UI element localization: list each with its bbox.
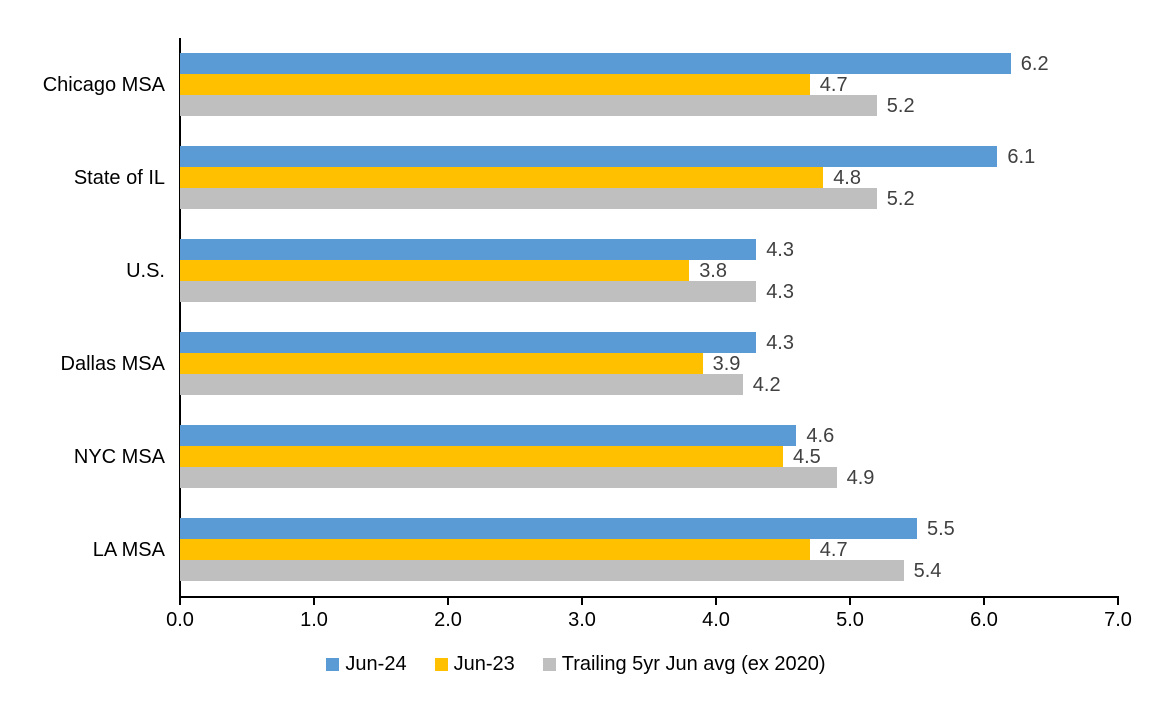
bar-trailing-5yr-jun-avg-ex-2020-dallas-msa: [180, 374, 743, 395]
value-label-trailing-5yr-jun-avg-ex-2020-la-msa: 5.4: [913, 559, 942, 582]
value-label-jun-23-u-s: 3.8: [699, 259, 727, 282]
bar-trailing-5yr-jun-avg-ex-2020-la-msa: [180, 560, 904, 581]
value-label-jun-23-state-of-il: 4.8: [833, 166, 861, 189]
value-label-jun-23-nyc-msa: 4.5: [793, 445, 821, 468]
value-label-jun-23-chicago-msa: 4.7: [819, 73, 848, 96]
x-tick-mark-3-0: [581, 598, 583, 605]
bar-jun-24-chicago-msa: [180, 53, 1011, 74]
bar-jun-24-state-of-il: [180, 146, 998, 167]
category-label-u-s: U.S.: [126, 259, 165, 282]
x-tick-label-2-0: 2.0: [434, 609, 462, 631]
x-tick-label-0-0: 0.0: [166, 609, 194, 631]
category-label-nyc-msa: NYC MSA: [73, 445, 165, 468]
x-tick-label-1-0: 1.0: [300, 609, 328, 631]
bar-jun-24-u-s: [180, 239, 757, 260]
x-axis-line: [179, 596, 1119, 598]
value-label-trailing-5yr-jun-avg-ex-2020-dallas-msa: 4.2: [752, 373, 781, 396]
legend-swatch-jun-23: [434, 657, 448, 671]
bar-jun-24-la-msa: [180, 518, 917, 539]
x-tick-label-5-0: 5.0: [836, 609, 864, 631]
value-label-trailing-5yr-jun-avg-ex-2020-u-s: 4.3: [766, 280, 794, 303]
value-label-trailing-5yr-jun-avg-ex-2020-nyc-msa: 4.9: [846, 466, 875, 489]
bar-trailing-5yr-jun-avg-ex-2020-u-s: [180, 281, 757, 302]
x-tick-label-3-0: 3.0: [568, 609, 596, 631]
legend-item-jun-23: Jun-23: [434, 652, 515, 676]
bar-jun-23-chicago-msa: [180, 74, 810, 95]
value-label-trailing-5yr-jun-avg-ex-2020-chicago-msa: 5.2: [886, 94, 915, 117]
x-tick-label-4-0: 4.0: [702, 609, 730, 631]
bar-jun-23-dallas-msa: [180, 353, 703, 374]
bar-jun-23-nyc-msa: [180, 446, 783, 467]
value-label-jun-23-dallas-msa: 3.9: [712, 352, 741, 375]
x-tick-mark-5-0: [849, 598, 851, 605]
legend-item-jun-24: Jun-24: [326, 652, 407, 676]
legend-label-jun-23: Jun-23: [453, 653, 515, 675]
x-tick-mark-7-0: [1117, 598, 1119, 605]
bar-trailing-5yr-jun-avg-ex-2020-chicago-msa: [180, 95, 877, 116]
category-label-chicago-msa: Chicago MSA: [42, 73, 165, 96]
bar-trailing-5yr-jun-avg-ex-2020-state-of-il: [180, 188, 877, 209]
bar-jun-23-state-of-il: [180, 167, 824, 188]
value-label-jun-24-dallas-msa: 4.3: [766, 331, 794, 354]
value-label-jun-24-chicago-msa: 6.2: [1020, 52, 1049, 75]
x-tick-label-7-0: 7.0: [1104, 609, 1132, 631]
bar-trailing-5yr-jun-avg-ex-2020-nyc-msa: [180, 467, 837, 488]
bar-jun-24-nyc-msa: [180, 425, 797, 446]
category-label-dallas-msa: Dallas MSA: [60, 352, 165, 375]
legend-item-trailing-5yr-jun-avg-ex-2020: Trailing 5yr Jun avg (ex 2020): [542, 652, 826, 676]
y-axis-line: [179, 38, 181, 598]
bar-jun-24-dallas-msa: [180, 332, 757, 353]
value-label-jun-23-la-msa: 4.7: [819, 538, 848, 561]
x-tick-mark-4-0: [715, 598, 717, 605]
x-tick-mark-1-0: [313, 598, 315, 605]
legend-label-trailing-5yr-jun-avg-ex-2020: Trailing 5yr Jun avg (ex 2020): [561, 653, 826, 675]
x-tick-mark-6-0: [983, 598, 985, 605]
bar-jun-23-u-s: [180, 260, 690, 281]
legend-swatch-jun-24: [326, 657, 340, 671]
value-label-jun-24-state-of-il: 6.1: [1007, 145, 1036, 168]
category-label-la-msa: LA MSA: [92, 538, 165, 561]
legend-swatch-trailing-5yr-jun-avg-ex-2020: [542, 657, 556, 671]
bar-jun-23-la-msa: [180, 539, 810, 560]
x-tick-mark-2-0: [447, 598, 449, 605]
legend: Jun-24 Jun-23 Trailing 5yr Jun avg (ex 202…: [0, 650, 1152, 678]
value-label-jun-24-nyc-msa: 4.6: [806, 424, 835, 447]
value-label-jun-24-u-s: 4.3: [766, 238, 794, 261]
value-label-trailing-5yr-jun-avg-ex-2020-state-of-il: 5.2: [886, 187, 915, 210]
x-tick-label-6-0: 6.0: [970, 609, 998, 631]
category-label-state-of-il: State of IL: [73, 166, 165, 189]
value-label-jun-24-la-msa: 5.5: [927, 517, 955, 540]
legend-label-jun-24: Jun-24: [345, 653, 407, 675]
x-tick-mark-0-0: [179, 598, 181, 605]
